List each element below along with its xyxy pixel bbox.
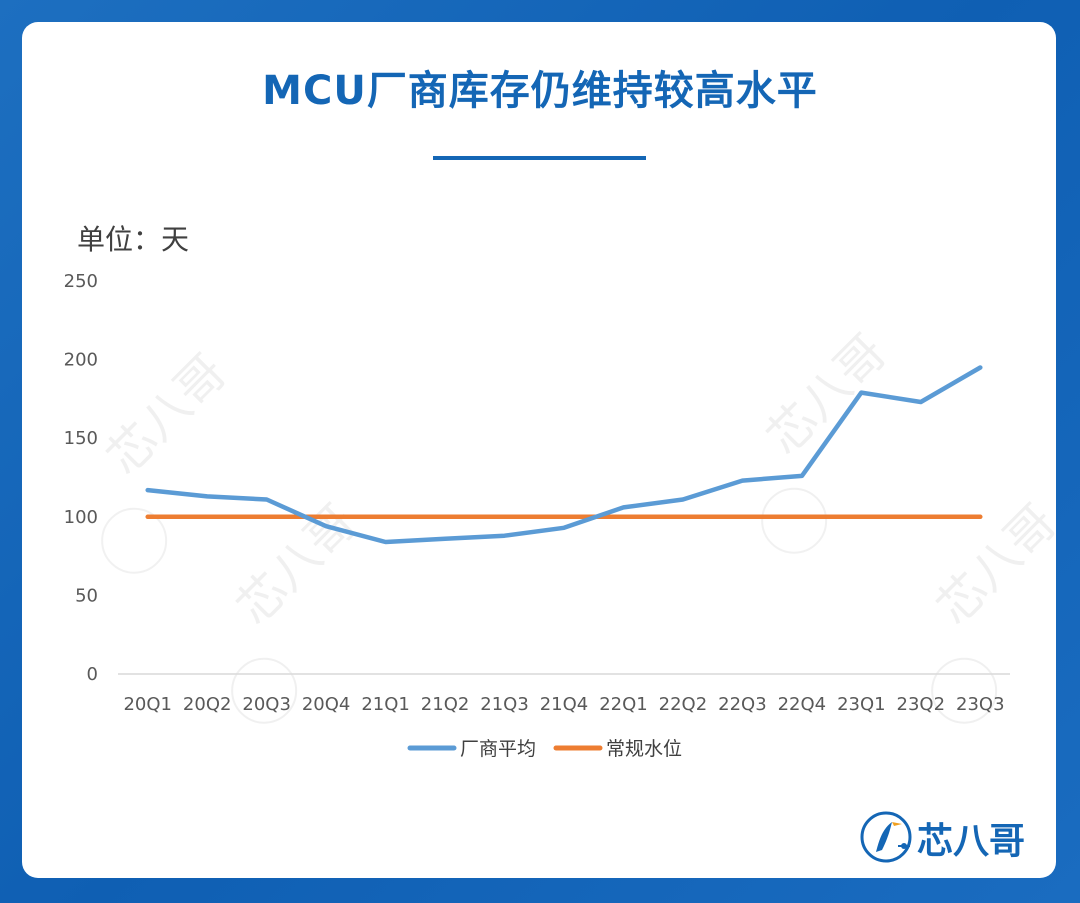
y-tick-label: 0 bbox=[87, 664, 98, 685]
x-tick-label: 21Q1 bbox=[361, 694, 410, 715]
x-tick-label: 20Q4 bbox=[302, 694, 351, 715]
chart-card bbox=[22, 22, 1056, 878]
x-tick-label: 20Q3 bbox=[242, 694, 291, 715]
x-tick-label: 21Q2 bbox=[421, 694, 470, 715]
y-tick-label: 100 bbox=[64, 507, 98, 528]
watermark-logo-icon bbox=[761, 487, 828, 554]
watermark-text: 芯八哥 bbox=[96, 344, 237, 485]
x-tick-label: 20Q1 bbox=[123, 694, 172, 715]
x-tick-label: 23Q2 bbox=[897, 694, 946, 715]
x-tick-label: 22Q4 bbox=[778, 694, 827, 715]
x-tick-label: 23Q3 bbox=[956, 694, 1005, 715]
brand-name: 芯八哥 bbox=[917, 821, 1026, 862]
x-tick-label: 22Q2 bbox=[659, 694, 708, 715]
watermark-logo-icon bbox=[101, 507, 168, 574]
x-tick-label: 22Q1 bbox=[599, 694, 648, 715]
title-underline bbox=[433, 156, 646, 160]
x-tick-label: 21Q3 bbox=[480, 694, 529, 715]
unit-label: 单位：天 bbox=[77, 223, 190, 256]
legend-label-1: 厂商平均 bbox=[460, 738, 536, 760]
chart-series bbox=[145, 365, 983, 545]
chart-title: MCU厂商库存仍维持较高水平 bbox=[262, 68, 818, 114]
watermark: 芯八哥 bbox=[96, 344, 237, 574]
brand-logo bbox=[858, 806, 1038, 868]
x-tick-label: 23Q1 bbox=[837, 694, 886, 715]
x-tick-label: 21Q4 bbox=[540, 694, 589, 715]
y-tick-label: 250 bbox=[64, 271, 98, 292]
y-tick-label: 50 bbox=[75, 585, 98, 606]
chart-legend: 厂商平均 常规水位 bbox=[407, 738, 682, 760]
x-tick-label: 20Q2 bbox=[183, 694, 232, 715]
legend-label-2: 常规水位 bbox=[606, 738, 682, 760]
bird-logo-icon bbox=[860, 811, 912, 863]
watermark-logo-icon bbox=[231, 657, 298, 724]
watermark-logo-icon bbox=[931, 657, 998, 724]
chart-axes: 0 50 100 150 200 250 20Q1 20Q2 20Q3 20Q4 21Q1 21Q2 2… bbox=[64, 271, 1010, 715]
y-tick-label: 150 bbox=[64, 428, 98, 449]
x-tick-label: 22Q3 bbox=[718, 694, 767, 715]
y-tick-label: 200 bbox=[64, 350, 98, 371]
